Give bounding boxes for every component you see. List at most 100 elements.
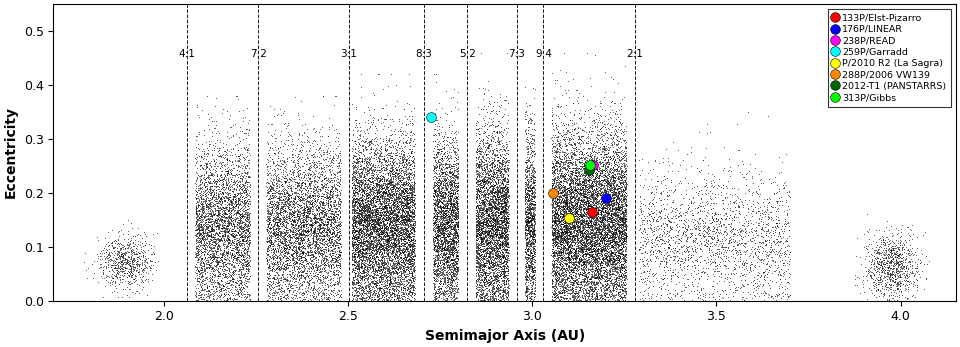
Point xyxy=(404,259,420,264)
Point xyxy=(313,216,328,221)
Point xyxy=(364,239,379,244)
Point xyxy=(901,281,917,287)
Point xyxy=(374,231,390,237)
Point xyxy=(270,225,285,231)
Point xyxy=(396,191,411,196)
Point xyxy=(659,259,674,265)
Point xyxy=(365,194,380,200)
Point xyxy=(110,251,126,257)
Point xyxy=(602,228,617,233)
Point xyxy=(259,194,275,199)
Point xyxy=(387,230,402,236)
Point xyxy=(395,271,410,276)
Point xyxy=(376,240,392,246)
Point xyxy=(525,184,540,189)
Point xyxy=(348,189,364,195)
Point xyxy=(758,232,774,237)
Point xyxy=(471,227,487,232)
Point xyxy=(316,249,331,255)
Point xyxy=(437,236,452,242)
Point xyxy=(523,289,539,295)
Point xyxy=(274,203,289,209)
Point xyxy=(402,171,418,176)
Point xyxy=(608,231,623,237)
Point xyxy=(577,256,592,262)
Point xyxy=(320,257,335,263)
Point xyxy=(372,217,387,222)
Point xyxy=(547,227,563,233)
Point xyxy=(204,246,219,252)
Point xyxy=(478,251,493,256)
Point xyxy=(779,251,794,257)
Point xyxy=(489,297,504,303)
Point xyxy=(206,212,222,218)
Point xyxy=(356,185,372,191)
Point xyxy=(481,262,496,267)
Point xyxy=(476,280,492,286)
Point xyxy=(315,218,330,223)
Point xyxy=(588,185,603,191)
Point xyxy=(213,286,228,292)
Point xyxy=(617,212,633,217)
Point xyxy=(603,239,618,245)
Point xyxy=(406,253,421,259)
Point xyxy=(591,223,607,229)
Point xyxy=(544,189,560,195)
Point xyxy=(479,246,494,252)
Point xyxy=(405,224,420,229)
Point xyxy=(194,172,209,177)
Point xyxy=(350,161,366,166)
Point xyxy=(434,167,449,173)
Point xyxy=(191,115,206,120)
Point xyxy=(99,249,114,255)
Point xyxy=(569,210,585,215)
Point xyxy=(204,218,219,224)
Point xyxy=(300,134,316,140)
Point xyxy=(200,240,215,246)
Point xyxy=(612,273,628,278)
Point xyxy=(276,250,292,255)
Point xyxy=(587,191,602,196)
Point xyxy=(574,242,589,247)
Point xyxy=(612,184,627,189)
Point xyxy=(555,287,570,292)
Point xyxy=(403,150,419,155)
Point xyxy=(389,207,404,212)
Point xyxy=(780,279,795,285)
Point xyxy=(524,255,540,261)
Point xyxy=(575,220,590,225)
Point xyxy=(331,276,347,282)
Point xyxy=(382,234,397,239)
Point xyxy=(235,181,251,187)
Point xyxy=(764,257,780,263)
Point xyxy=(231,153,247,159)
Point xyxy=(216,151,231,157)
Point xyxy=(234,260,250,265)
Point xyxy=(607,179,622,185)
Point xyxy=(647,259,662,264)
Point xyxy=(356,214,372,220)
Point xyxy=(550,242,565,247)
Point xyxy=(597,247,612,253)
Point xyxy=(357,177,372,183)
Point xyxy=(437,262,452,268)
Point xyxy=(433,223,448,229)
Point xyxy=(373,208,389,213)
Point xyxy=(190,222,205,228)
Point xyxy=(432,259,447,264)
Point xyxy=(612,214,627,220)
Point xyxy=(435,215,450,221)
Point xyxy=(596,212,612,218)
Point xyxy=(297,254,312,260)
Point xyxy=(473,219,489,225)
Point xyxy=(393,182,408,188)
Point xyxy=(238,188,253,194)
Point xyxy=(272,220,287,225)
Point xyxy=(210,211,226,217)
Point xyxy=(281,210,297,216)
Point xyxy=(490,232,505,238)
Point xyxy=(432,176,447,181)
Point xyxy=(119,251,134,256)
Point xyxy=(313,161,328,166)
Point xyxy=(571,259,587,264)
